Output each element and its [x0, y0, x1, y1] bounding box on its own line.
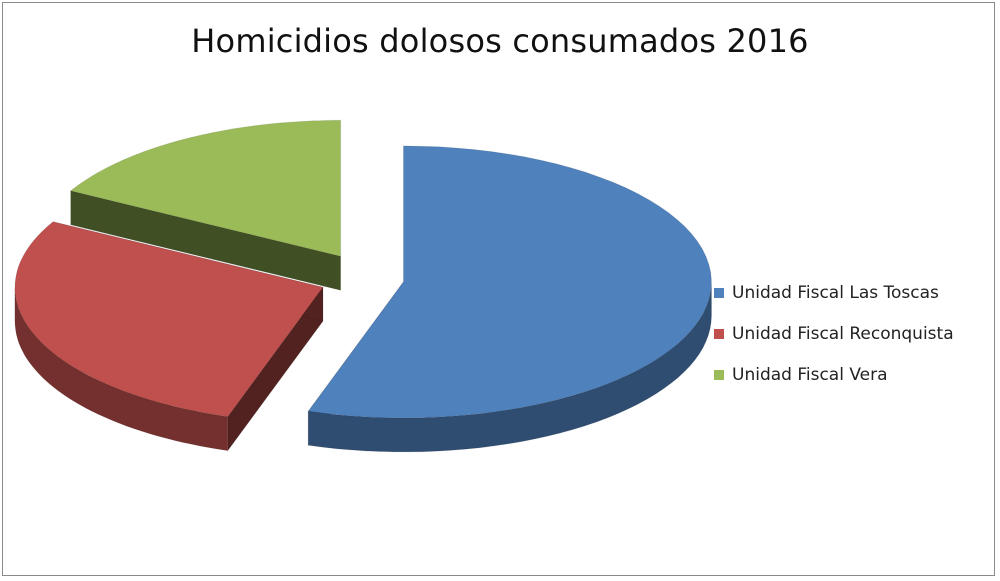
- legend-swatch: [714, 328, 724, 339]
- legend-item-vera: Unidad Fiscal Vera: [714, 354, 954, 395]
- slice-las-toscas-wall: [307, 281, 712, 453]
- slice-las-toscas-top: [307, 145, 712, 419]
- legend-item-reconquista: Unidad Fiscal Reconquista: [714, 313, 954, 354]
- legend-item-las-toscas: Unidad Fiscal Las Toscas: [714, 272, 954, 313]
- legend-label: Unidad Fiscal Reconquista: [732, 323, 954, 344]
- legend: Unidad Fiscal Las Toscas Unidad Fiscal R…: [714, 272, 954, 395]
- legend-swatch: [714, 369, 724, 380]
- legend-swatch: [714, 287, 724, 298]
- legend-label: Unidad Fiscal Vera: [732, 364, 888, 385]
- slice-reconquista: [14, 221, 324, 453]
- legend-label: Unidad Fiscal Las Toscas: [732, 282, 939, 303]
- chart-title: Homicidios dolosos consumados 2016: [191, 22, 809, 60]
- slice-vera: [69, 119, 342, 291]
- slice-las-toscas: [307, 145, 712, 453]
- slice-reconquista-top: [14, 221, 324, 418]
- slice-vera-top: [69, 119, 342, 257]
